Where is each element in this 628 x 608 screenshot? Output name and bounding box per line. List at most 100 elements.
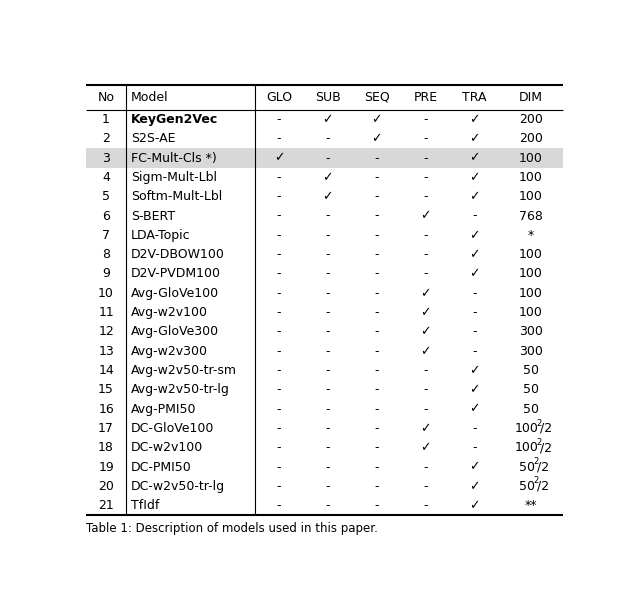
Text: SUB: SUB [315,91,341,104]
Text: -: - [423,364,428,377]
Text: -: - [325,210,330,223]
Text: -: - [423,461,428,474]
Text: 50: 50 [523,364,539,377]
Text: -: - [472,287,477,300]
Text: 200: 200 [519,113,543,126]
Text: -: - [277,306,281,319]
Text: -: - [277,268,281,280]
Text: PRE: PRE [414,91,438,104]
Text: -: - [423,402,428,416]
Text: Avg-w2v50-tr-sm: Avg-w2v50-tr-sm [131,364,237,377]
Text: -: - [277,190,281,203]
Text: 20: 20 [98,480,114,493]
Text: DC-w2v100: DC-w2v100 [131,441,203,454]
Text: -: - [374,441,379,454]
Text: -: - [277,499,281,512]
Text: ✓: ✓ [469,229,480,242]
Text: Softm-Mult-Lbl: Softm-Mult-Lbl [131,190,222,203]
Text: -: - [374,151,379,165]
Text: -: - [277,287,281,300]
Text: -: - [374,210,379,223]
Text: -: - [423,499,428,512]
Text: -: - [374,287,379,300]
Text: 300: 300 [519,345,543,358]
Text: SEQ: SEQ [364,91,389,104]
Text: ✓: ✓ [323,171,333,184]
Text: DIM: DIM [519,91,543,104]
Text: -: - [374,306,379,319]
Text: 100: 100 [519,171,543,184]
Text: Sigm-Mult-Lbl: Sigm-Mult-Lbl [131,171,217,184]
Text: -: - [277,383,281,396]
Text: 2: 2 [536,418,542,427]
Text: 50: 50 [523,383,539,396]
Text: -: - [423,268,428,280]
Text: ✓: ✓ [420,325,431,339]
Text: -: - [325,268,330,280]
Text: -: - [374,461,379,474]
Text: 100: 100 [519,306,543,319]
Text: ✓: ✓ [469,248,480,261]
Text: ✓: ✓ [323,190,333,203]
Text: 768: 768 [519,210,543,223]
Text: /2: /2 [540,441,552,454]
Text: ✓: ✓ [469,133,480,145]
Text: KeyGen2Vec: KeyGen2Vec [131,113,219,126]
Text: DC-PMI50: DC-PMI50 [131,461,192,474]
Text: -: - [374,190,379,203]
Text: -: - [423,171,428,184]
Text: -: - [325,480,330,493]
Text: ✓: ✓ [469,499,480,512]
Text: -: - [423,383,428,396]
Text: TfIdf: TfIdf [131,499,160,512]
Text: -: - [374,345,379,358]
Text: -: - [472,422,477,435]
Text: ✓: ✓ [469,190,480,203]
Text: ✓: ✓ [469,364,480,377]
Text: -: - [325,133,330,145]
Text: S2S-AE: S2S-AE [131,133,176,145]
Text: ✓: ✓ [274,151,284,165]
Text: -: - [277,171,281,184]
Text: -: - [277,229,281,242]
Text: /2: /2 [537,480,549,493]
Text: -: - [277,422,281,435]
Text: -: - [374,480,379,493]
Text: -: - [374,422,379,435]
Text: 19: 19 [98,461,114,474]
Text: FC-Mult-Cls *): FC-Mult-Cls *) [131,151,217,165]
Text: -: - [423,190,428,203]
Text: -: - [325,383,330,396]
Text: Table 1: Description of models used in this paper.: Table 1: Description of models used in t… [86,522,377,536]
Text: S-BERT: S-BERT [131,210,175,223]
Text: -: - [277,113,281,126]
Text: 100: 100 [519,151,543,165]
Text: 300: 300 [519,325,543,339]
Text: -: - [423,248,428,261]
Text: DC-w2v50-tr-lg: DC-w2v50-tr-lg [131,480,225,493]
Text: -: - [325,306,330,319]
Text: 100: 100 [519,248,543,261]
Text: ✓: ✓ [420,441,431,454]
Text: -: - [423,480,428,493]
Text: -: - [277,402,281,416]
Text: -: - [472,441,477,454]
Text: ✓: ✓ [420,422,431,435]
Text: Avg-PMI50: Avg-PMI50 [131,402,197,416]
Text: D2V-PVDM100: D2V-PVDM100 [131,268,221,280]
Text: LDA-Topic: LDA-Topic [131,229,191,242]
Text: 21: 21 [98,499,114,512]
Text: DC-GloVe100: DC-GloVe100 [131,422,215,435]
Text: -: - [325,287,330,300]
Text: -: - [423,151,428,165]
Text: -: - [325,499,330,512]
Text: GLO: GLO [266,91,292,104]
Text: 16: 16 [98,402,114,416]
Text: 100: 100 [519,190,543,203]
Text: -: - [472,210,477,223]
Text: *: * [528,229,534,242]
Text: 5: 5 [102,190,110,203]
Text: -: - [374,325,379,339]
Text: ✓: ✓ [323,113,333,126]
Text: ✓: ✓ [469,402,480,416]
